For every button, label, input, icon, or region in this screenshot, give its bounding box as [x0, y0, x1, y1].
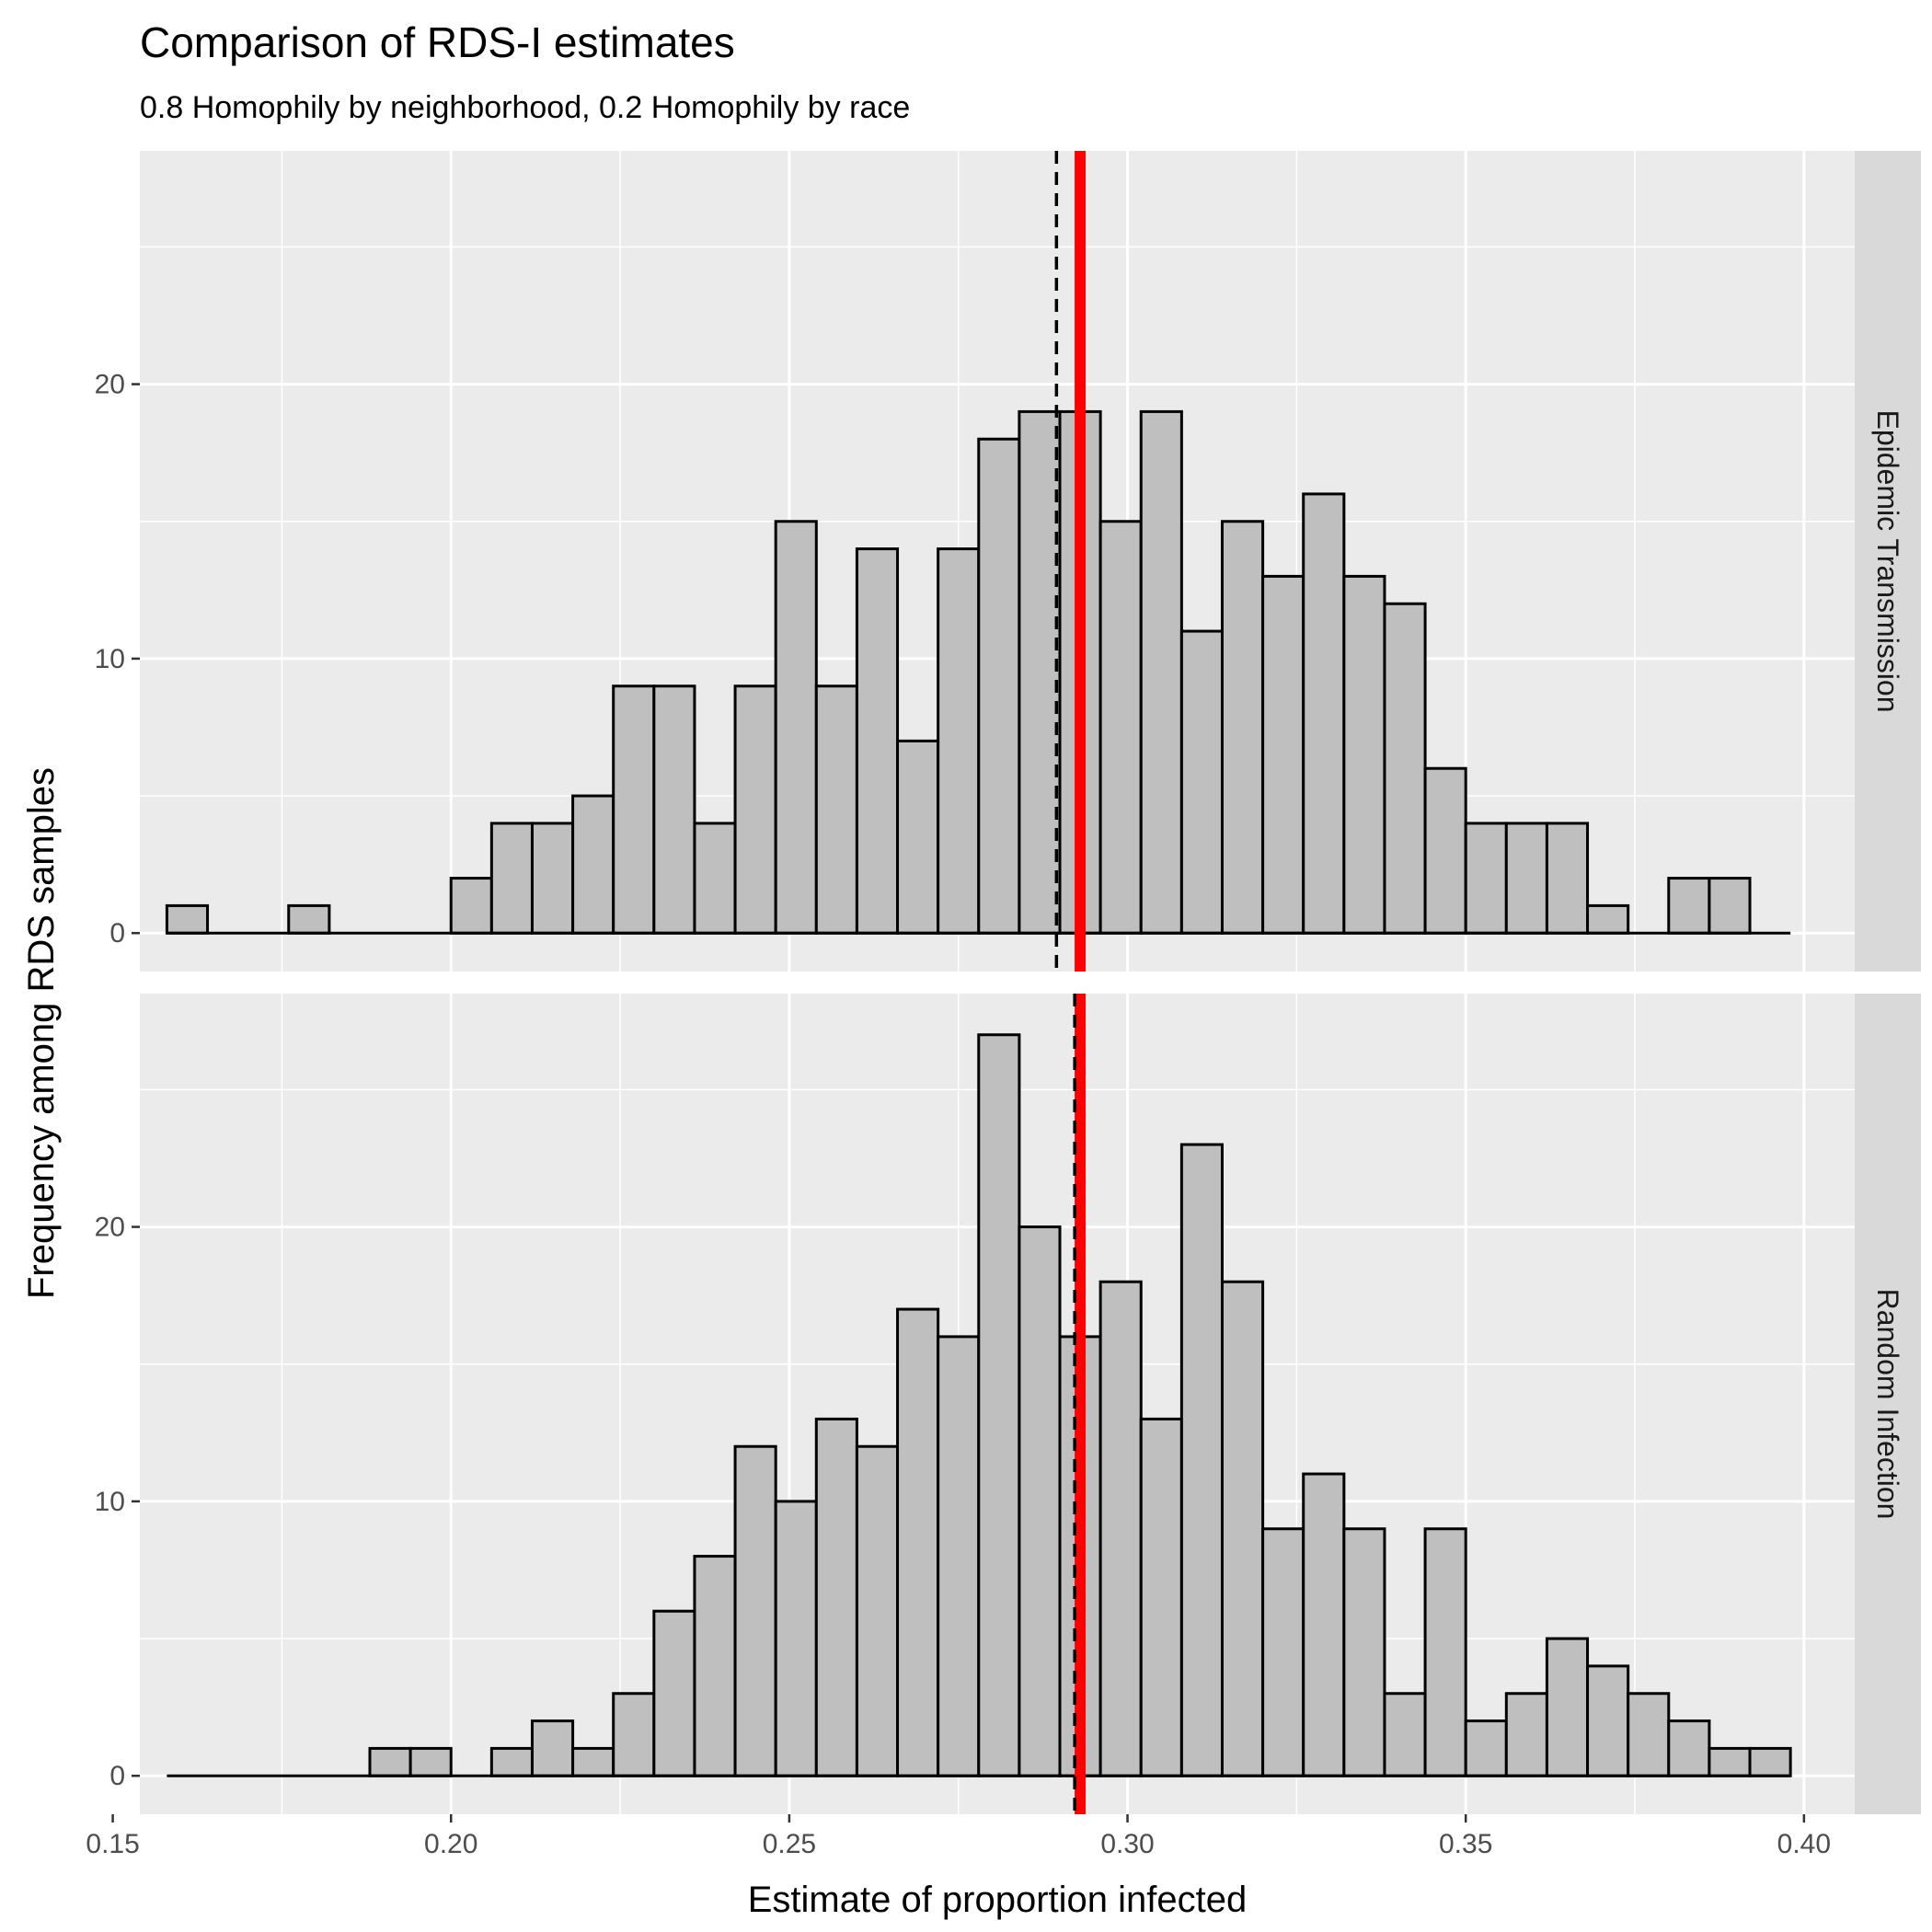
facet-panels: 0 10 20 Epidemic Transmission 0 10 20 Random In… — [86, 151, 1921, 1859]
histogram-bar — [1139, 409, 1183, 935]
histogram-bar — [896, 1307, 940, 1777]
histogram-bar — [1667, 1719, 1711, 1777]
facet-strip-label: Epidemic Transmission — [1871, 410, 1904, 713]
histogram-bar — [1586, 1664, 1630, 1777]
histogram-bar — [937, 547, 981, 935]
histogram-bar — [1383, 602, 1427, 935]
histogram-bar — [774, 520, 818, 935]
histogram-bar — [1261, 574, 1305, 935]
histogram-bar — [1586, 903, 1630, 935]
histogram-bar — [1139, 1417, 1183, 1777]
histogram-bar — [937, 1335, 981, 1777]
histogram-bar — [1667, 877, 1711, 935]
histogram-bar — [733, 1444, 777, 1777]
histogram-bar — [530, 1719, 575, 1777]
histogram-bar — [1220, 520, 1265, 935]
y-tick-label: 20 — [95, 370, 125, 400]
histogram-bar — [1302, 1472, 1346, 1777]
histogram-bar — [408, 1746, 453, 1777]
histogram-bar — [1545, 1637, 1590, 1777]
histogram-bar — [1018, 409, 1062, 935]
histogram-bar — [612, 684, 656, 935]
facet-strip — [1855, 994, 1921, 1814]
histogram-bar — [165, 903, 210, 935]
histogram-bar — [1179, 629, 1224, 935]
histogram-bar — [1464, 1719, 1508, 1777]
y-axis-title: Frequency among RDS samples — [21, 767, 62, 1299]
histogram-bar — [814, 1417, 858, 1777]
histogram-bar — [1423, 1527, 1467, 1777]
y-tick-label: 10 — [95, 644, 125, 674]
histogram-bar — [977, 437, 1021, 935]
x-tick-label: 0.20 — [424, 1829, 477, 1859]
histogram-bar — [774, 1500, 818, 1777]
facet-panel: 0 10 20 Epidemic Transmission — [95, 151, 1921, 972]
histogram-bar — [368, 1746, 412, 1777]
facet-panel: 0 10 20 Random Infection — [95, 994, 1921, 1814]
histogram-bar — [1545, 822, 1590, 935]
histogram-bar — [1708, 877, 1752, 935]
histogram-bar — [571, 794, 615, 935]
x-tick-label: 0.25 — [763, 1829, 816, 1859]
histogram-bar — [1098, 520, 1143, 935]
histogram-bar — [287, 903, 331, 935]
histogram-bar — [652, 684, 696, 935]
histogram-bar — [977, 1033, 1021, 1777]
histogram-bar — [1302, 492, 1346, 935]
y-tick-label: 20 — [95, 1213, 125, 1243]
facet-strip-label: Random Infection — [1871, 1289, 1904, 1520]
histogram-bar — [530, 822, 575, 935]
chart-title: Comparison of RDS-I estimates — [140, 18, 735, 66]
y-tick-label: 0 — [109, 1761, 125, 1791]
y-tick-label: 0 — [109, 918, 125, 949]
histogram-bar — [612, 1692, 656, 1777]
histogram-bar — [1261, 1527, 1305, 1777]
histogram-bar — [1748, 1746, 1792, 1777]
histogram-bar — [652, 1609, 696, 1777]
x-tick-label: 0.35 — [1439, 1829, 1492, 1859]
histogram-bar — [1504, 822, 1548, 935]
chart-subtitle: 0.8 Homophily by neighborhood, 0.2 Homop… — [140, 90, 910, 125]
histogram-bar — [1464, 822, 1508, 935]
histogram-bar — [733, 684, 777, 935]
histogram-bar — [855, 1444, 900, 1777]
x-tick-label: 0.40 — [1777, 1829, 1831, 1859]
histogram-bar — [571, 1746, 615, 1777]
x-axis: 0.15 0.20 0.25 0.30 0.35 0.40 — [86, 1814, 1831, 1859]
facet-strip — [1855, 151, 1921, 972]
y-tick-label: 10 — [95, 1487, 125, 1517]
x-axis-title: Estimate of proportion infected — [748, 1880, 1248, 1920]
histogram-bar — [489, 1746, 534, 1777]
x-tick-label: 0.30 — [1100, 1829, 1154, 1859]
histogram-bar — [1098, 1280, 1143, 1777]
histogram-bar — [855, 547, 900, 935]
histogram-bar — [1423, 766, 1467, 935]
histogram-bar — [1504, 1692, 1548, 1777]
histogram-bar — [1708, 1746, 1752, 1777]
histogram-bar — [449, 877, 493, 935]
histogram-bar — [1220, 1280, 1265, 1777]
histogram-bar — [1383, 1692, 1427, 1777]
histogram-bar — [693, 1555, 737, 1777]
histogram-bar — [1179, 1143, 1224, 1777]
histogram-bar — [1627, 1692, 1671, 1777]
histogram-bar — [1018, 1225, 1062, 1777]
histogram-bar — [489, 822, 534, 935]
histogram-bar — [1342, 1527, 1386, 1777]
x-tick-label: 0.15 — [86, 1829, 139, 1859]
histogram-bar — [896, 739, 940, 935]
histogram-bar — [814, 684, 858, 935]
histogram-bar — [1342, 574, 1386, 935]
histogram-bar — [693, 822, 737, 935]
